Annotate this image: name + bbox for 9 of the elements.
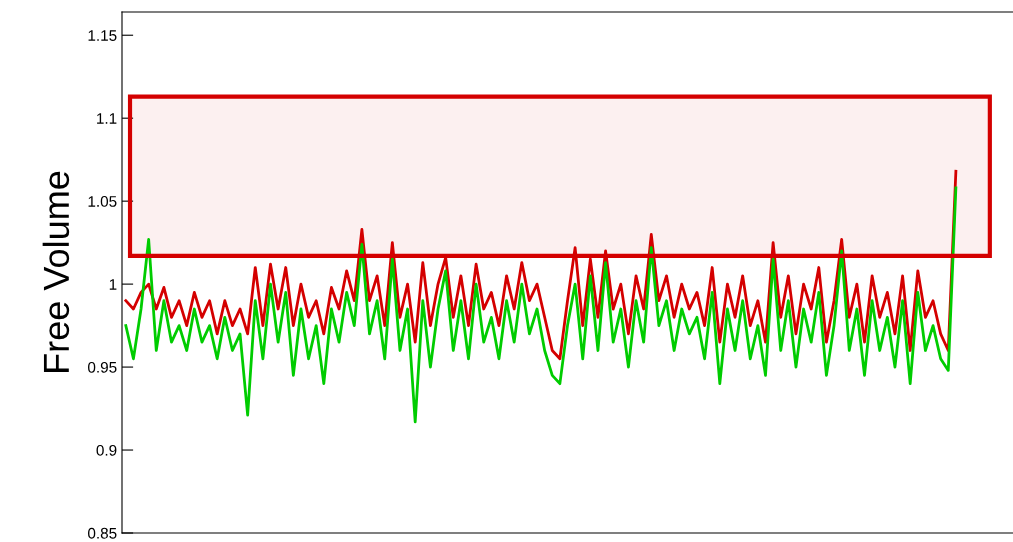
y-tick-label: 1.15 bbox=[88, 30, 117, 41]
y-tick-label: 1 bbox=[109, 279, 117, 290]
y-tick-label: 0.85 bbox=[88, 527, 117, 539]
y-axis-title: Free Volume bbox=[42, 171, 70, 372]
line-series bbox=[124, 186, 958, 424]
y-tick-label: 0.95 bbox=[88, 361, 117, 373]
y-tick-label: 1.05 bbox=[88, 196, 117, 207]
y-tick-label: 1.1 bbox=[97, 113, 117, 124]
y-tick-label: 0.9 bbox=[96, 444, 117, 456]
